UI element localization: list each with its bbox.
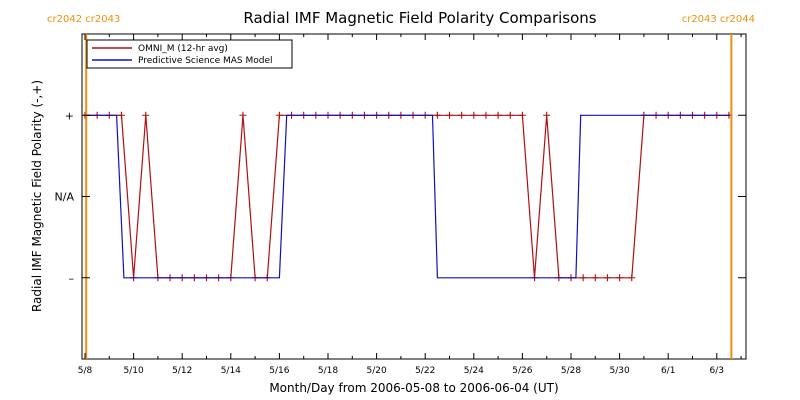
series-line-0 xyxy=(85,114,729,279)
x-tick-label: 5/22 xyxy=(415,366,435,376)
legend-label-mas: Predictive Science MAS Model xyxy=(138,56,273,66)
x-tick-label: 5/12 xyxy=(172,366,192,376)
carrington-label-left: cr2042 cr2043 xyxy=(47,14,120,25)
data-point xyxy=(518,111,526,119)
x-tick-label: 5/18 xyxy=(318,366,338,376)
series-layer xyxy=(81,111,733,282)
y-tick-label: + xyxy=(65,109,74,122)
y-axis: + N/A – xyxy=(55,109,746,285)
y-tick-label: – xyxy=(69,272,75,285)
y-tick-label: N/A xyxy=(55,191,75,204)
x-tick-label: 5/10 xyxy=(123,366,143,376)
legend-label-omni: OMNI_M (12-hr avg) xyxy=(138,44,228,54)
x-tick-label: 5/30 xyxy=(609,366,629,376)
legend: OMNI_M (12-hr avg) Predictive Science MA… xyxy=(86,39,293,69)
x-tick-label: 5/26 xyxy=(512,366,532,376)
legend-box xyxy=(86,39,293,69)
data-point xyxy=(117,111,125,119)
data-point xyxy=(591,274,599,282)
y-axis-label: Radial IMF Magnetic Field Polarity (-,+) xyxy=(30,80,44,312)
data-point xyxy=(458,111,466,119)
x-tick-label: 5/28 xyxy=(561,366,581,376)
data-point xyxy=(142,111,150,119)
data-point xyxy=(446,111,453,119)
x-axis-label: Month/Day from 2006-05-08 to 2006-06-04 … xyxy=(269,381,558,395)
data-point xyxy=(470,111,478,119)
data-point xyxy=(579,274,587,282)
data-point xyxy=(616,274,624,282)
data-point xyxy=(239,111,247,119)
series-line-1 xyxy=(85,114,732,279)
x-tick-label: 5/24 xyxy=(464,366,484,376)
data-point xyxy=(506,111,514,119)
data-point xyxy=(628,274,636,282)
chart-title: Radial IMF Magnetic Field Polarity Compa… xyxy=(243,9,596,27)
x-tick-label: 5/20 xyxy=(366,366,386,376)
data-point xyxy=(494,111,502,119)
carrington-layer xyxy=(85,34,733,359)
plot-frame xyxy=(81,33,747,360)
data-point xyxy=(433,111,441,119)
data-point xyxy=(275,111,283,119)
x-tick-label: 6/1 xyxy=(661,366,675,376)
x-tick-label: 5/16 xyxy=(269,366,289,376)
data-point xyxy=(603,274,611,282)
x-tick-label: 6/3 xyxy=(710,366,724,376)
carrington-label-right: cr2043 cr2044 xyxy=(682,14,755,25)
data-point xyxy=(482,111,490,119)
x-axis: 5/8 5/10 5/12 5/14 5/16 5/18 5/20 5/22 5/24 5/26 5… xyxy=(78,34,742,376)
data-point xyxy=(543,111,551,119)
x-tick-label: 5/14 xyxy=(221,366,241,376)
x-tick-label: 5/8 xyxy=(78,366,93,376)
